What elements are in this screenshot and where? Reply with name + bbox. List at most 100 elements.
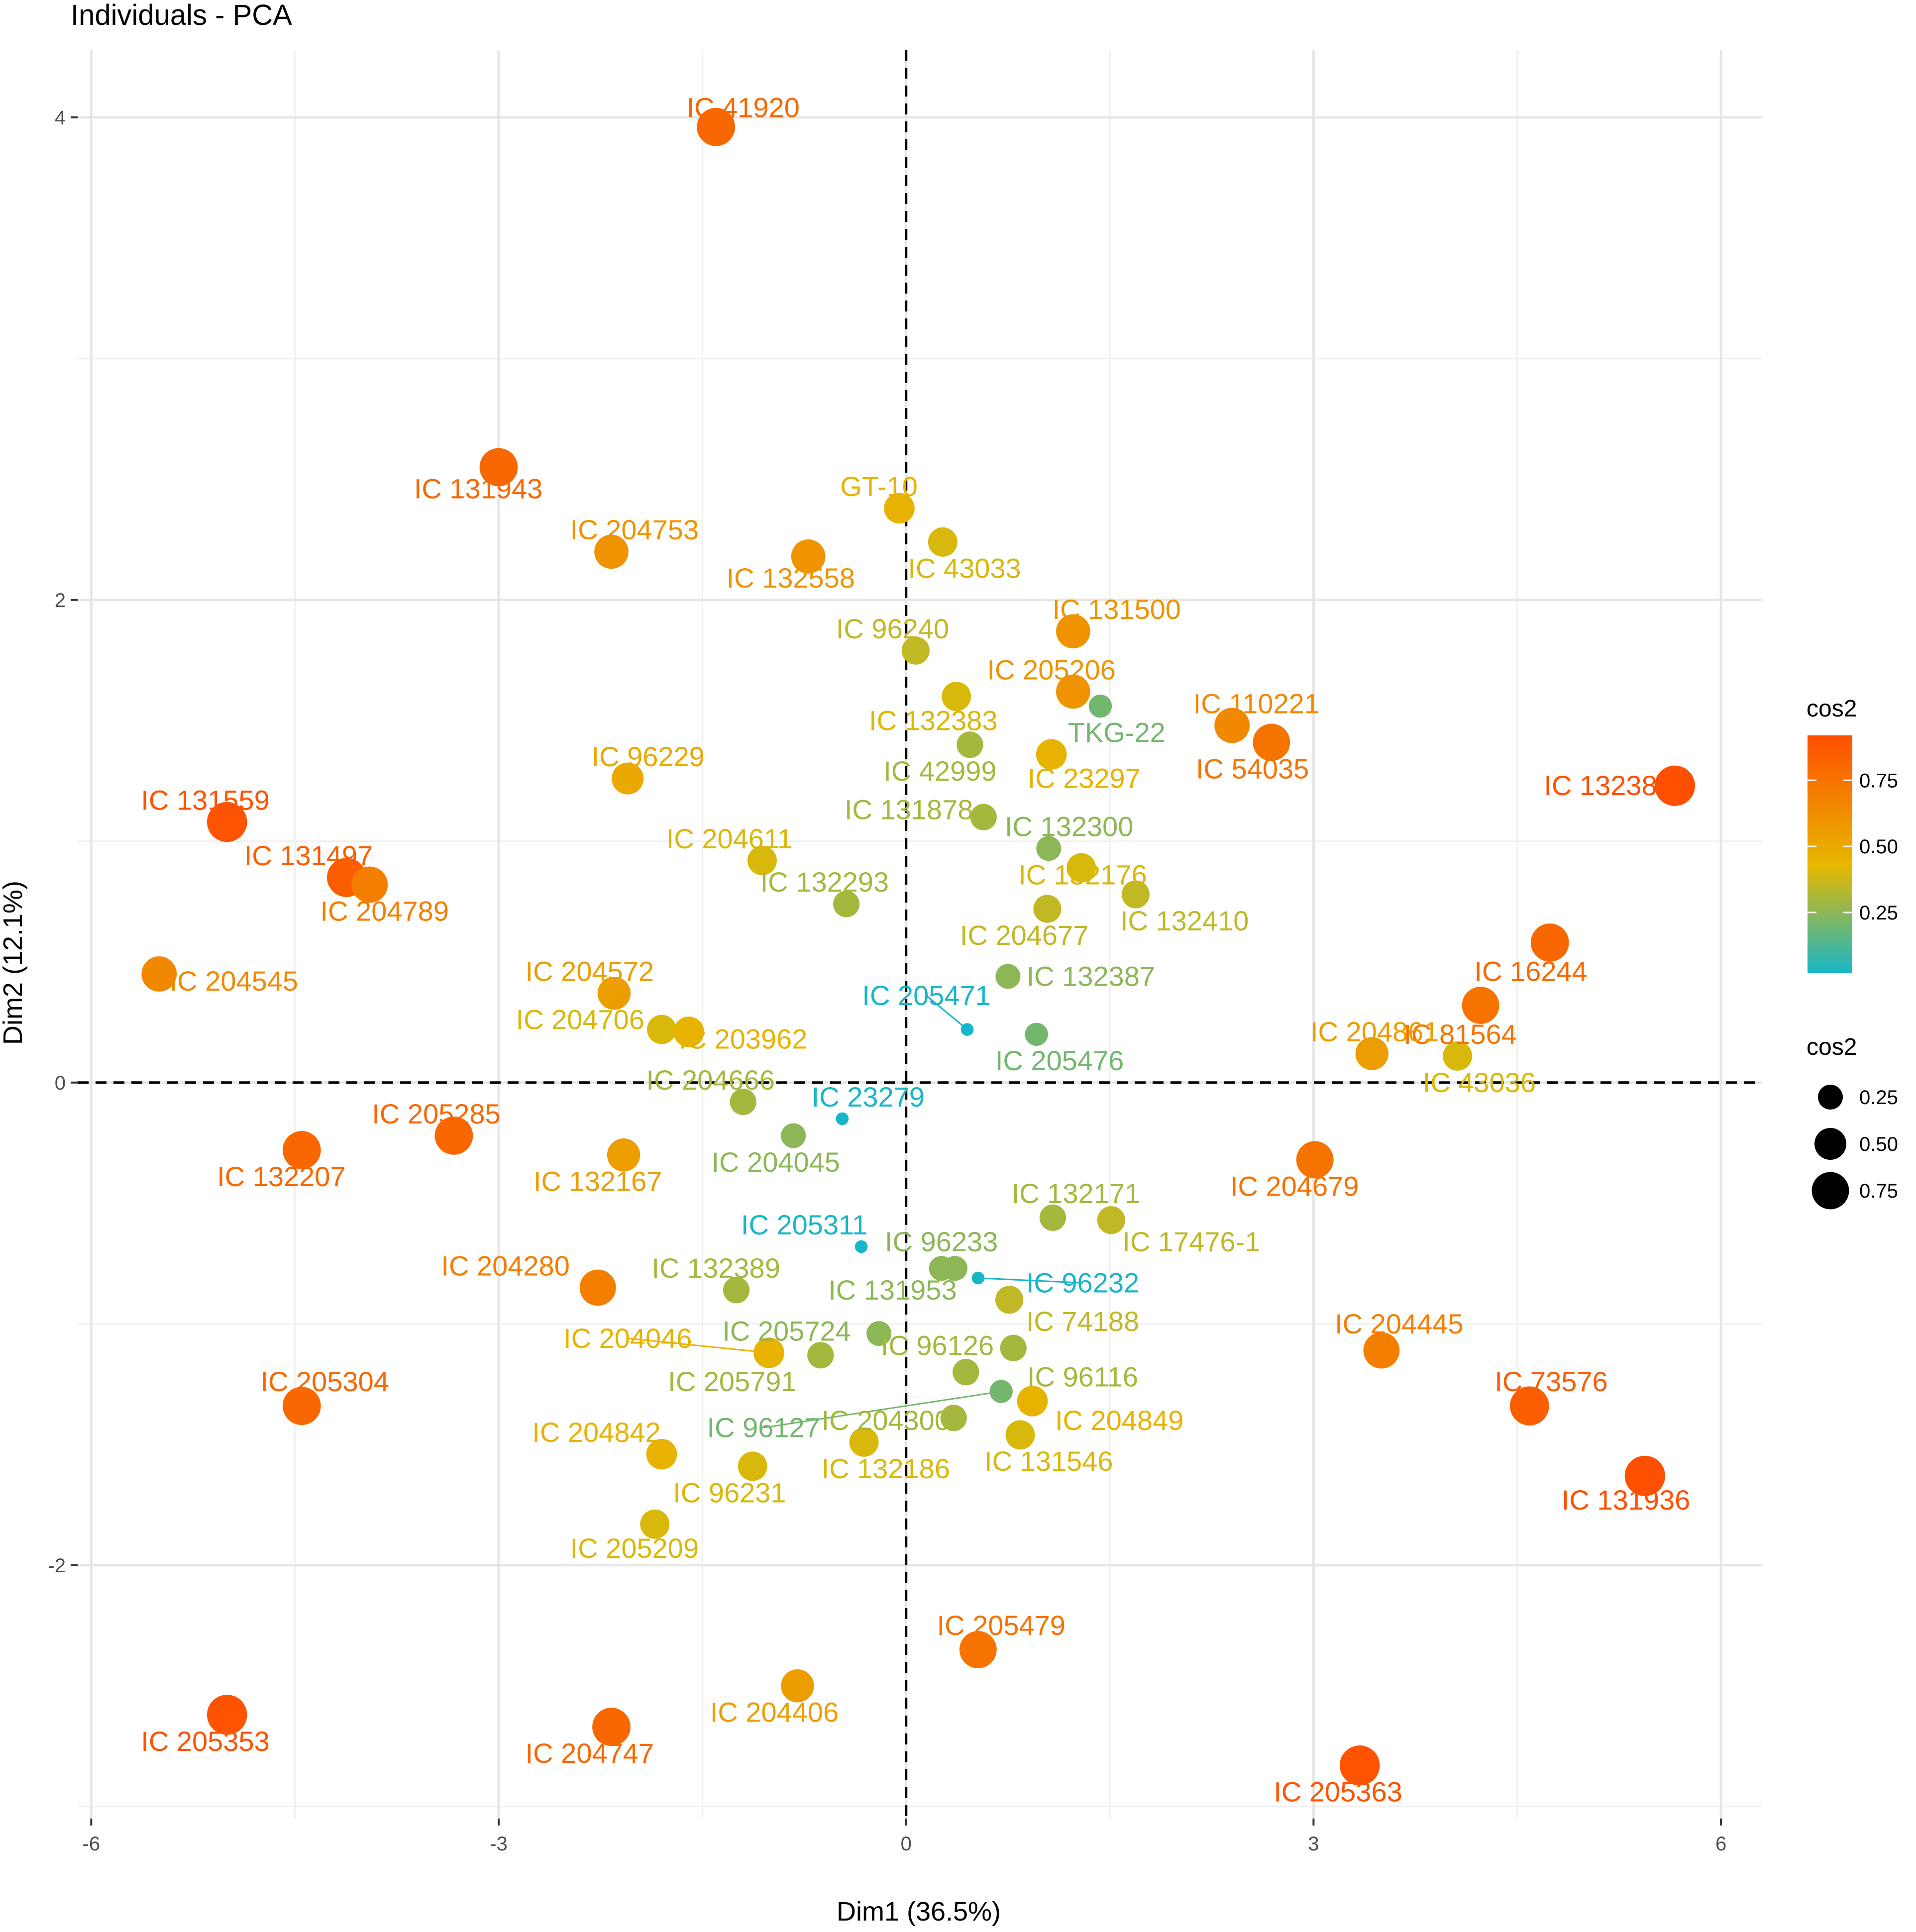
point	[434, 1117, 473, 1155]
point	[1253, 723, 1290, 761]
point	[1097, 1206, 1125, 1234]
point-label: IC 204747	[526, 1737, 654, 1769]
point	[1056, 614, 1090, 649]
point	[957, 731, 983, 758]
color-tick-label: 0.75	[1859, 770, 1898, 792]
color-legend-bar	[1808, 735, 1852, 973]
point	[1363, 1332, 1400, 1369]
point-label: IC 132186	[822, 1453, 950, 1484]
x-tick-label: 3	[1308, 1833, 1319, 1855]
point-label: IC 205285	[372, 1098, 500, 1129]
point-label: IC 204666	[646, 1064, 775, 1096]
size-legend-label: 0.50	[1859, 1133, 1898, 1155]
x-axis-title: Dim1 (36.5%)	[837, 1897, 1001, 1927]
axes: -6 -3 0 3 6 -2 0 2 4	[48, 107, 1726, 1855]
point	[989, 1380, 1013, 1403]
point	[1017, 1386, 1048, 1417]
point-label: IC 205311	[741, 1209, 867, 1240]
point	[1443, 1041, 1473, 1071]
x-tick-label: 0	[901, 1833, 912, 1855]
point	[607, 1138, 640, 1172]
point	[646, 1438, 677, 1470]
y-axis-title: Dim2 (12.1%)	[0, 881, 28, 1045]
point-label: IC 132383	[869, 705, 997, 736]
point-label: IC 23297	[1028, 763, 1141, 794]
point-labels: IC 41920 IC 131943 IC 204753 IC 132558 GT-10…	[141, 92, 1690, 1807]
point-label: IC 204849	[1055, 1405, 1183, 1436]
chart-title: Individuals - PCA	[71, 0, 292, 31]
point-label: IC 205471	[862, 980, 990, 1011]
point-label: IC 132410	[1120, 905, 1249, 936]
point-label: IC 204611	[666, 823, 793, 854]
point-label: IC 205304	[260, 1366, 389, 1397]
point-label: TKG-22	[1068, 717, 1166, 748]
point	[1462, 987, 1499, 1024]
point-label: IC 96231	[673, 1477, 786, 1508]
point-label: IC 132293	[760, 866, 889, 898]
point-label: IC 54035	[1196, 753, 1309, 784]
size-legend-dot	[1818, 1085, 1843, 1110]
point-label: IC 131500	[1052, 594, 1180, 625]
point-label: GT-10	[840, 471, 918, 502]
point	[1296, 1141, 1334, 1179]
point	[940, 1405, 967, 1431]
point-label: IC 205476	[995, 1045, 1124, 1076]
y-tick-label: 4	[55, 107, 66, 129]
point	[929, 1256, 954, 1281]
point	[1214, 708, 1250, 743]
point	[995, 964, 1021, 989]
point	[1355, 1037, 1388, 1070]
point-label: IC 74188	[1026, 1306, 1139, 1337]
point-label: IC 43036	[1423, 1067, 1536, 1098]
point-label: IC 204572	[526, 956, 654, 987]
point	[1530, 923, 1569, 962]
point	[807, 1342, 834, 1369]
point	[351, 866, 388, 903]
point-label: IC 205353	[141, 1726, 269, 1757]
point	[836, 1112, 849, 1125]
point	[791, 539, 826, 574]
point-label: IC 203962	[679, 1023, 807, 1054]
point	[1036, 836, 1062, 861]
point-label: IC 132386	[1544, 770, 1672, 801]
point	[282, 1387, 321, 1425]
point-label: IC 204706	[516, 1004, 644, 1035]
x-tick-label: -6	[83, 1833, 101, 1855]
point	[1036, 739, 1067, 770]
point-label: IC 205209	[570, 1532, 699, 1564]
point	[1509, 1386, 1549, 1426]
point-label: IC 131936	[1562, 1484, 1690, 1516]
point	[1033, 895, 1062, 923]
leader-line	[628, 1337, 769, 1354]
point-label: IC 204045	[712, 1146, 840, 1178]
point-label: IC 204753	[570, 514, 699, 545]
point-label: IC 204545	[170, 965, 298, 997]
point	[781, 1123, 806, 1148]
point	[959, 1631, 997, 1668]
leader-line	[763, 1391, 1001, 1428]
point-label: IC 81564	[1404, 1018, 1517, 1050]
point-label: IC 96233	[885, 1226, 998, 1257]
point-label: IC 131497	[244, 840, 373, 871]
leader-line	[926, 995, 968, 1030]
point	[833, 891, 860, 917]
point-label: IC 110221	[1193, 688, 1320, 719]
point	[1039, 1204, 1066, 1231]
point-label: IC 205724	[722, 1315, 851, 1346]
point	[995, 1286, 1024, 1314]
point-label: IC 205206	[987, 654, 1115, 685]
size-legend-title: cos2	[1807, 1034, 1857, 1060]
point	[747, 846, 777, 876]
point	[646, 1015, 676, 1044]
point	[479, 448, 518, 487]
point-label: IC 96232	[1026, 1267, 1139, 1298]
size-legend-dot	[1811, 1172, 1849, 1210]
point-label: IC 96126	[881, 1329, 994, 1361]
point	[723, 1277, 750, 1304]
point-label: IC 96240	[836, 613, 949, 644]
point	[738, 1451, 767, 1481]
point-label: IC 204046	[563, 1322, 692, 1354]
point-label: IC 16244	[1474, 956, 1587, 987]
size-legend-label: 0.25	[1859, 1087, 1898, 1109]
point-label: IC 41920	[687, 92, 800, 123]
